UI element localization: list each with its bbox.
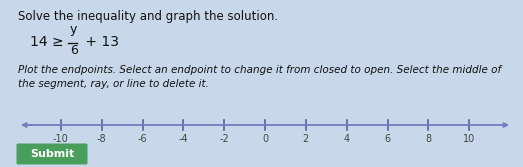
Text: 6: 6	[70, 44, 78, 57]
Text: -2: -2	[219, 134, 229, 144]
Text: -6: -6	[138, 134, 147, 144]
Text: Solve the inequality and graph the solution.: Solve the inequality and graph the solut…	[18, 10, 278, 23]
Text: Plot the endpoints. Select an endpoint to change it from closed to open. Select : Plot the endpoints. Select an endpoint t…	[18, 65, 501, 89]
Text: 4: 4	[344, 134, 350, 144]
Text: + 13: + 13	[81, 35, 119, 49]
Text: 10: 10	[463, 134, 475, 144]
Text: -4: -4	[178, 134, 188, 144]
Text: y: y	[70, 23, 77, 36]
FancyBboxPatch shape	[17, 143, 87, 164]
Text: 14 ≥: 14 ≥	[30, 35, 68, 49]
Text: Submit: Submit	[30, 149, 74, 159]
Text: 6: 6	[384, 134, 391, 144]
Text: 8: 8	[425, 134, 431, 144]
Text: -10: -10	[53, 134, 69, 144]
Text: 0: 0	[262, 134, 268, 144]
Text: -8: -8	[97, 134, 107, 144]
Text: 2: 2	[303, 134, 309, 144]
